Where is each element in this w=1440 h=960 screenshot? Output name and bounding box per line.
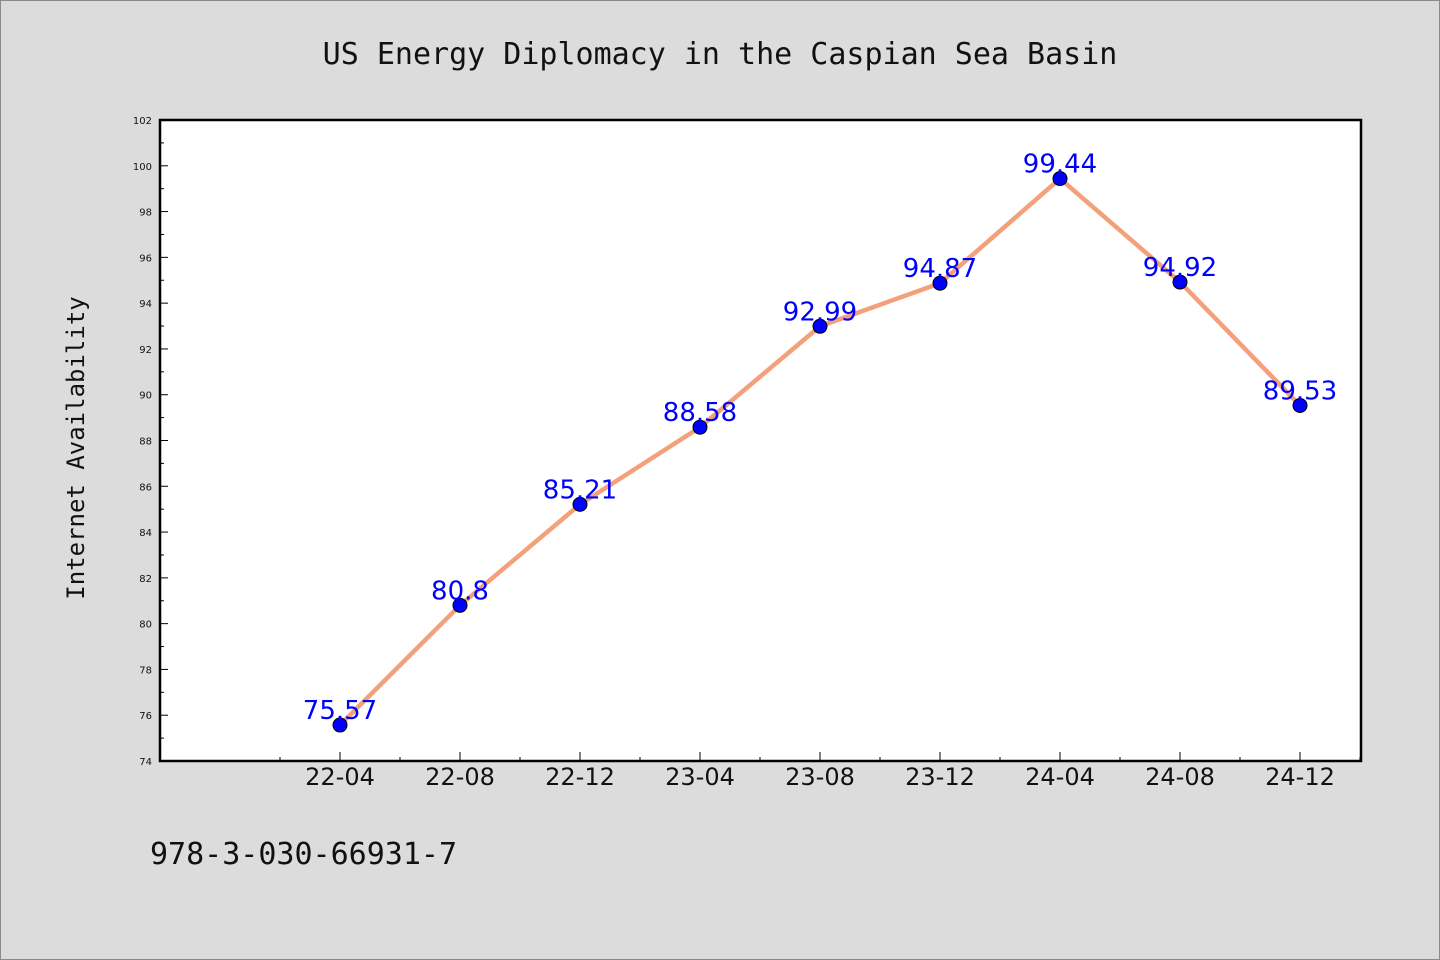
x-tick-label: 24-12 xyxy=(1265,763,1335,791)
x-tick-label: 22-12 xyxy=(545,763,615,791)
series-line-group xyxy=(332,171,1308,733)
plot-area xyxy=(158,118,1363,763)
data-label-group: 75.57 80.8 85.21 88.58 92.99 94.87 99.44 94.92 8… xyxy=(303,150,1337,726)
chart-title: US Energy Diplomacy in the Caspian Sea B… xyxy=(323,37,1118,72)
data-label: 99.44 xyxy=(1023,150,1097,180)
y-tick-label: 76 xyxy=(139,711,152,722)
data-label: 85.21 xyxy=(543,475,617,505)
data-label: 94.92 xyxy=(1143,253,1217,283)
data-label: 92.99 xyxy=(783,297,857,327)
data-point xyxy=(932,275,948,291)
y-tick-label: 84 xyxy=(139,528,152,539)
data-point xyxy=(1052,171,1068,187)
data-point xyxy=(452,597,468,613)
x-tick-label: 24-04 xyxy=(1025,763,1095,791)
x-tick-label: 23-12 xyxy=(905,763,975,791)
x-tick-label: 22-08 xyxy=(425,763,495,791)
data-label: 89.53 xyxy=(1263,376,1337,406)
data-label: 75.57 xyxy=(303,696,377,726)
y-axis-label: Internet Availability xyxy=(62,296,90,599)
y-tick-label: 90 xyxy=(139,391,152,402)
x-tick-label: 24-08 xyxy=(1145,763,1215,791)
x-axis-ticks: 22-04 22-08 22-12 23-04 23-08 23-12 24-04 24-08… xyxy=(279,752,1361,791)
data-point xyxy=(1172,274,1188,290)
x-tick-label: 22-04 xyxy=(305,763,375,791)
y-axis-ticks: 74 76 78 80 82 84 86 88 90 92 94 96 98 100 102 xyxy=(133,116,168,768)
y-tick-label: 100 xyxy=(133,162,152,173)
data-label: 88.58 xyxy=(663,398,737,428)
y-tick-label: 102 xyxy=(133,116,152,127)
data-point xyxy=(812,318,828,334)
y-tick-label: 96 xyxy=(139,253,152,264)
data-label: 80.8 xyxy=(431,576,489,606)
y-tick-label: 82 xyxy=(139,574,152,585)
data-point xyxy=(332,717,348,733)
y-tick-label: 86 xyxy=(139,482,152,493)
isbn-footer: 978-3-030-66931-7 xyxy=(150,837,457,872)
data-point xyxy=(572,496,588,512)
y-tick-label: 92 xyxy=(139,345,152,356)
x-tick-label: 23-04 xyxy=(665,763,735,791)
x-tick-label: 23-08 xyxy=(785,763,855,791)
y-tick-label: 88 xyxy=(139,437,152,448)
data-label: 94.87 xyxy=(903,254,977,284)
y-tick-label: 78 xyxy=(139,665,152,676)
y-tick-label: 98 xyxy=(139,208,152,219)
data-point xyxy=(692,419,708,435)
y-tick-label: 80 xyxy=(139,620,152,631)
data-point xyxy=(1292,397,1308,413)
y-tick-label: 74 xyxy=(139,757,152,768)
y-tick-label: 94 xyxy=(139,299,152,310)
